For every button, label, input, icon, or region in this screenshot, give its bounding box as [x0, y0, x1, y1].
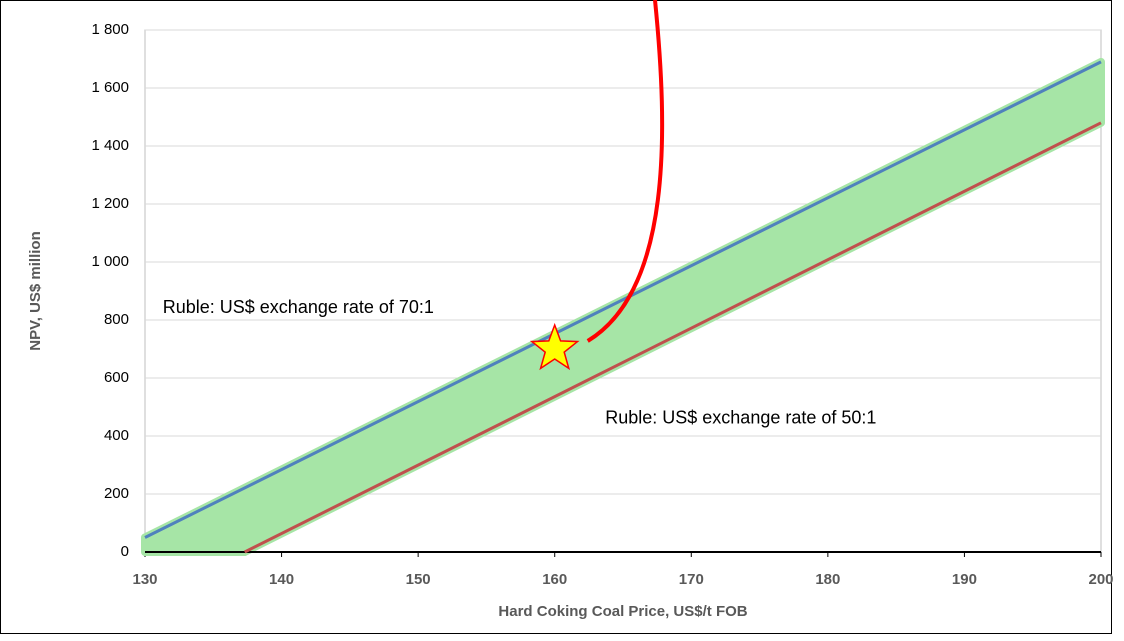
y-tick-label: 1 000: [91, 253, 129, 270]
x-tick-label: 180: [815, 571, 840, 588]
y-tick-label: 1 600: [91, 79, 129, 96]
x-tick-label: 160: [542, 571, 567, 588]
y-tick-label: 400: [104, 427, 129, 444]
y-tick-label: 1 200: [91, 195, 129, 212]
x-tick-label: 140: [269, 571, 294, 588]
series-line: [144, 60, 1102, 539]
y-tick-label: 600: [104, 369, 129, 386]
annotation: Ruble: US$ exchange rate of 70:1: [163, 297, 434, 317]
y-tick-label: 200: [104, 485, 129, 502]
y-axis-title: NPV, US$ million: [27, 231, 44, 350]
x-tick-label: 170: [679, 571, 704, 588]
x-tick-label: 200: [1088, 571, 1113, 588]
y-tick-label: 0: [121, 543, 129, 560]
star-marker: [529, 322, 580, 371]
y-tick-label: 800: [104, 311, 129, 328]
x-tick-label: 190: [952, 571, 977, 588]
annotation: Ruble: US$ exchange rate of 50:1: [605, 407, 876, 427]
series-line: [244, 121, 1102, 554]
y-tick-label: 1 400: [91, 137, 129, 154]
x-axis-title: Hard Coking Coal Price, US$/t FOB: [498, 603, 747, 620]
x-tick-label: 130: [132, 571, 157, 588]
y-tick-label: 1 800: [91, 21, 129, 38]
pointer-curve: [586, 0, 665, 343]
x-tick-label: 150: [406, 571, 431, 588]
